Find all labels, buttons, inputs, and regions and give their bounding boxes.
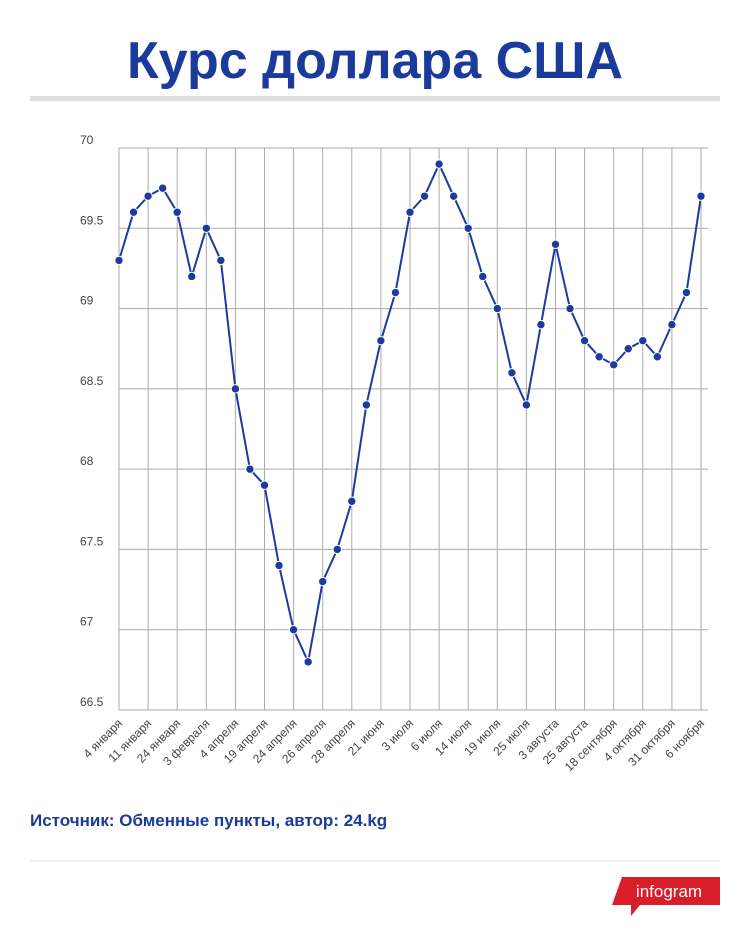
point bbox=[390, 287, 401, 298]
point bbox=[579, 335, 590, 346]
y-tick-label: 69 bbox=[80, 294, 94, 308]
title-rule bbox=[30, 96, 720, 101]
source: Источник: Обменные пункты, автор: 24.kg bbox=[30, 811, 387, 830]
point bbox=[274, 560, 284, 571]
point bbox=[405, 207, 415, 217]
point bbox=[361, 400, 372, 410]
point bbox=[623, 344, 633, 354]
y-tick-label: 67 bbox=[80, 615, 94, 629]
point bbox=[652, 352, 663, 362]
point bbox=[288, 625, 299, 635]
point bbox=[128, 207, 139, 217]
point bbox=[696, 191, 706, 201]
point bbox=[245, 464, 255, 474]
point bbox=[172, 207, 182, 217]
point bbox=[114, 255, 124, 266]
point bbox=[507, 368, 517, 378]
point bbox=[536, 319, 546, 330]
point bbox=[216, 255, 226, 266]
point bbox=[332, 544, 342, 555]
y-tick-label: 70 bbox=[80, 133, 94, 147]
point bbox=[376, 335, 386, 346]
logo-text: infogram bbox=[636, 882, 702, 901]
point bbox=[434, 159, 444, 169]
point bbox=[303, 657, 313, 667]
point bbox=[143, 191, 153, 201]
point bbox=[638, 335, 648, 346]
point bbox=[681, 287, 692, 298]
point bbox=[492, 303, 502, 314]
point bbox=[565, 303, 575, 314]
y-tick-label: 69.5 bbox=[80, 213, 104, 227]
point bbox=[187, 271, 197, 282]
point bbox=[609, 360, 619, 370]
point bbox=[478, 271, 488, 282]
point bbox=[259, 480, 270, 490]
point bbox=[157, 183, 168, 193]
y-tick-label: 68 bbox=[80, 454, 94, 468]
point bbox=[347, 496, 357, 506]
y-tick-label: 68.5 bbox=[80, 374, 104, 388]
point bbox=[667, 319, 677, 330]
point bbox=[550, 239, 561, 250]
y-tick-label: 66.5 bbox=[80, 695, 104, 709]
point bbox=[230, 384, 241, 394]
chart-title: Курс доллара США bbox=[127, 32, 623, 90]
point bbox=[521, 400, 532, 410]
x-tick-label: 3 июля bbox=[379, 716, 416, 753]
point bbox=[201, 223, 212, 233]
point bbox=[594, 352, 604, 362]
point bbox=[318, 576, 328, 587]
logo-badge bbox=[612, 877, 720, 916]
point bbox=[419, 191, 430, 201]
point bbox=[448, 191, 459, 201]
y-tick-label: 67.5 bbox=[80, 534, 104, 548]
point bbox=[463, 223, 473, 233]
